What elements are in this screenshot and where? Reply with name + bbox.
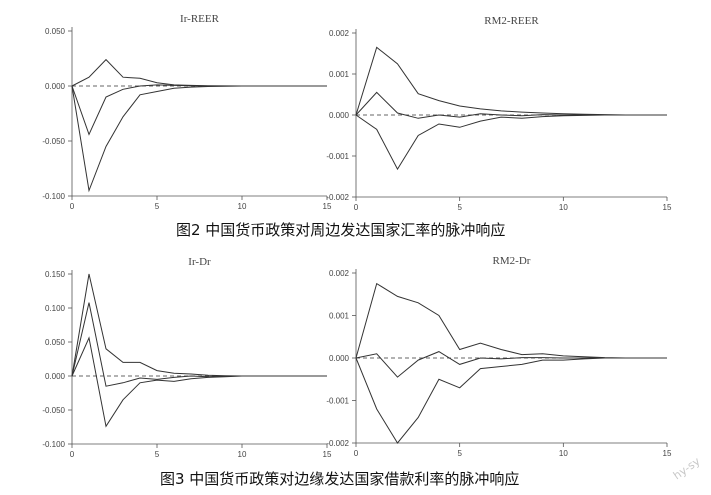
chart-4-ytick-label: 0.002 [329,269,350,278]
chart-1-ytick-label: 0.000 [45,82,66,91]
chart-4-xtick-label: 0 [354,449,359,458]
chart-3-xtick-label: 0 [70,450,75,459]
chart-3-lower-line [71,336,327,428]
chart-2-ytick-label: 0.002 [329,29,350,38]
chart-1-panel: Ir-REER 0.050 0.000 -0.050 -0.100 0 5 10 15 [42,13,332,211]
chart-3-ytick-label: 0.100 [45,304,66,313]
chart-2-title: RM2-REER [484,15,539,27]
chart-3-upper-line [71,273,327,377]
chart-4-ytick-label: -0.001 [326,397,349,406]
chart-3-ytick-label: 0.050 [45,338,66,347]
chart-2-ytick-label: 0.001 [329,70,350,79]
chart-4-xtick-label: 10 [559,449,568,458]
chart-2-upper-line [355,46,667,116]
chart-2-ytick-label: -0.001 [326,152,349,161]
chart-3-xtick-label: 5 [155,450,160,459]
chart-1-irf-line [71,84,327,136]
chart-2-ytick-label: 0.000 [329,111,350,120]
chart-1-ytick-label: -0.100 [42,192,65,201]
chart-4-panel: RM2-Dr 0.002 0.001 0.000 -0.001 -0.002 0 5 10 15 [326,255,672,458]
chart-4-ytick-label: -0.002 [326,439,349,448]
chart-1-xtick-label: 0 [70,202,75,211]
chart-3-ytick-label: -0.100 [42,440,65,449]
chart-2-lower-line [355,114,667,171]
chart-1-lower-line [71,85,327,193]
chart-1-ytick-label: 0.050 [45,27,66,36]
chart-3-ytick-label: -0.050 [42,406,65,415]
chart-2-xtick-label: 0 [354,203,359,212]
chart-3-ytick-label: 0.000 [45,372,66,381]
chart-2-xtick-label: 15 [663,203,672,212]
chart-1-xtick-label: 10 [238,202,247,211]
chart-4-ytick-label: 0.000 [329,354,350,363]
chart-1-xtick-label: 15 [323,202,332,211]
chart-2-xtick-label: 10 [559,203,568,212]
chart-1-ytick-label: -0.050 [42,137,65,146]
chart-2-panel: RM2-REER 0.002 0.001 0.000 -0.001 -0.002 0 5 10 1… [326,15,672,212]
chart-1-title: Ir-REER [180,13,220,25]
chart-2-ytick-label: -0.002 [326,193,349,202]
chart-1-upper-line [71,58,327,87]
chart-3-xtick-label: 15 [323,450,332,459]
figure-2-caption: 图2 中国货币政策对周边发达国家汇率的脉冲响应 [176,221,506,239]
chart-4-xtick-label: 5 [457,449,462,458]
chart-3-xtick-label: 10 [238,450,247,459]
chart-4-title: RM2-Dr [493,255,531,267]
chart-3-panel: Ir-Dr 0.150 0.100 0.050 0.000 -0.050 -0.100 0 5 1… [42,256,332,459]
chart-4-ytick-label: 0.001 [329,312,350,321]
chart-4-lower-line [355,357,667,444]
chart-1-xtick-label: 5 [155,202,160,211]
chart-4-xtick-label: 15 [663,449,672,458]
chart-3-ytick-label: 0.150 [45,270,66,279]
chart-2-xtick-label: 5 [457,203,462,212]
figure-3-caption: 图3 中国货币政策对边缘发达国家借款利率的脉冲响应 [160,470,520,488]
chart-3-title: Ir-Dr [188,256,211,268]
chart-3-irf-line [71,302,327,387]
chart-4-irf-line [355,351,667,378]
chart-4-upper-line [355,282,667,359]
